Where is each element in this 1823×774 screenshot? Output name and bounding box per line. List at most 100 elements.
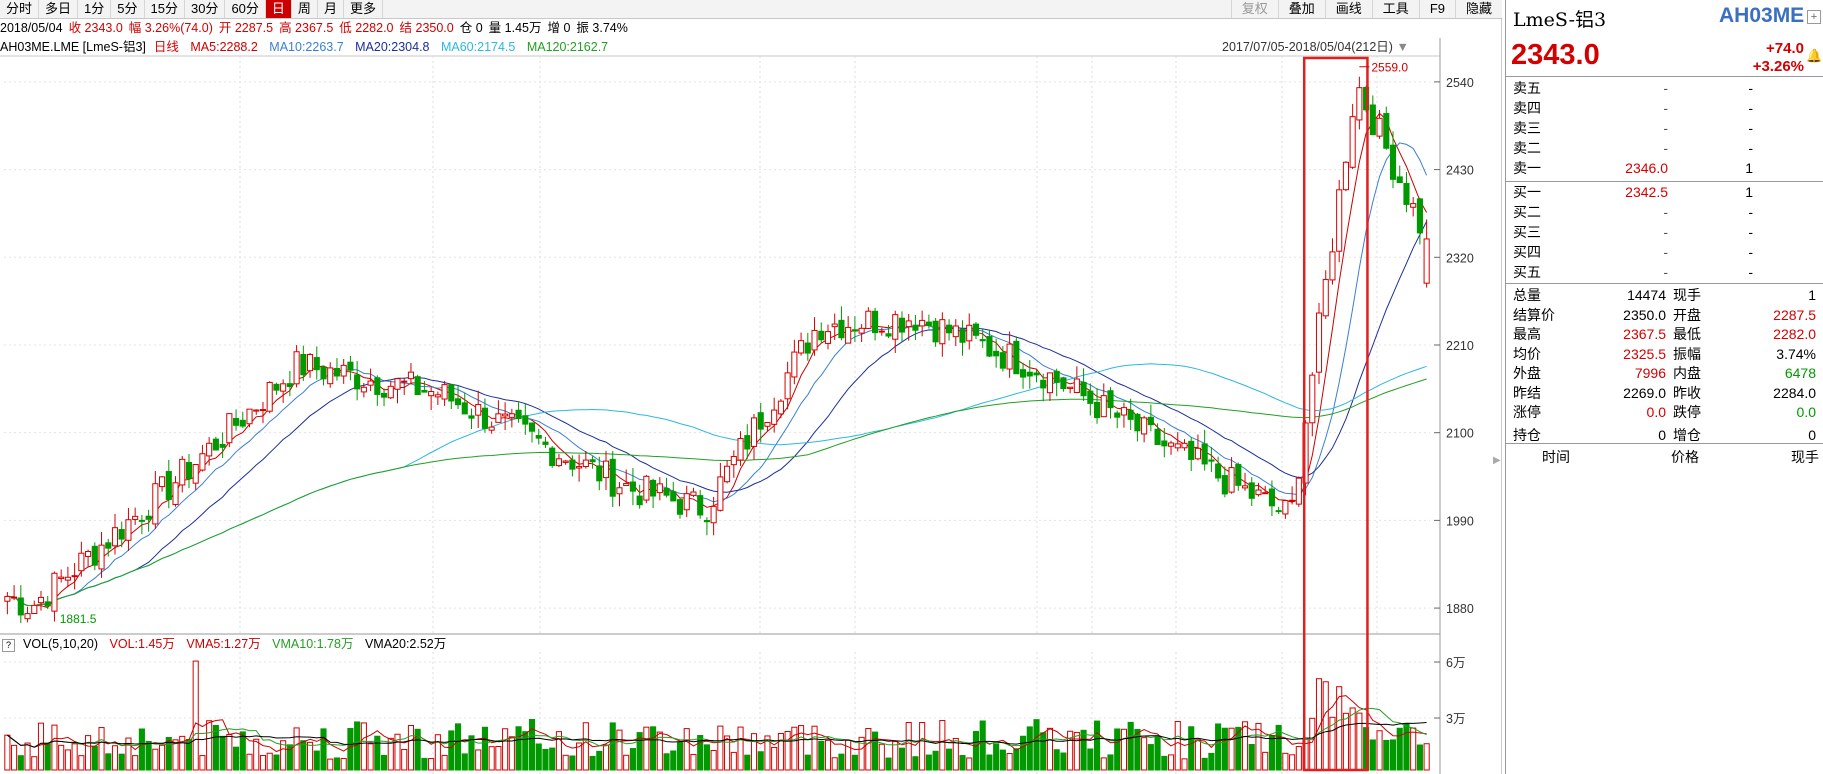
volume-bar — [764, 735, 771, 771]
dropdown-triangle-icon[interactable]: ▼ — [1396, 40, 1409, 54]
volume-bar — [64, 749, 71, 771]
toolbar-button-3[interactable]: 工具 — [1371, 0, 1419, 18]
candle-body — [259, 409, 267, 412]
toolbar-button-4[interactable]: F9 — [1418, 0, 1455, 18]
volume-ma-lines — [7, 695, 1427, 753]
bids-row: 买四 - - — [1506, 242, 1823, 262]
volume-bar — [1174, 721, 1181, 771]
candle-body — [468, 415, 475, 419]
toolbar-button-5[interactable]: 隐藏 — [1454, 0, 1502, 18]
candle-body — [1208, 459, 1215, 462]
period-tab-6[interactable]: 60分 — [225, 0, 266, 18]
add-watchlist-icon[interactable]: + — [1807, 10, 1821, 24]
volume-bar — [226, 734, 233, 771]
stats-row: 涨停 0.0 跌停 0.0 — [1506, 403, 1823, 422]
volume-bar — [367, 743, 374, 771]
asks-price: - — [1663, 80, 1668, 96]
candle-body — [1073, 378, 1080, 394]
ma10-line — [7, 142, 1428, 606]
volume-bar — [401, 749, 408, 771]
candle-body — [683, 493, 690, 511]
candle-body — [986, 336, 993, 357]
candle-body — [542, 441, 549, 445]
bar-info: 2018/05/04 收 2343.0 幅 3.26%(74.0) 开 2287… — [0, 19, 1502, 37]
period-tab-4[interactable]: 15分 — [145, 0, 185, 18]
volume-bar — [380, 754, 388, 771]
volume-bar — [172, 739, 179, 771]
candle-body — [172, 482, 179, 505]
period-tab-8[interactable]: 周 — [292, 0, 318, 18]
min-price-label: 1881.5 — [60, 612, 97, 626]
toolbar-button-2[interactable]: 画线 — [1324, 0, 1372, 18]
period-tab-5[interactable]: 30分 — [185, 0, 226, 18]
volume-bar — [629, 748, 636, 771]
volume-bar — [1241, 721, 1249, 771]
period-tab-10[interactable]: 更多 — [344, 0, 383, 18]
price-change: +74.0 — [1766, 40, 1804, 57]
candle-body — [555, 458, 562, 467]
candlestick-chart[interactable]: 2540 2430 2320 2210 2100 1990 1880 6万 3万 2559.0 1… — [0, 0, 1502, 774]
candle-body — [528, 422, 536, 432]
volume-bar — [165, 737, 172, 771]
volume-bar — [824, 739, 832, 771]
candle-body — [771, 409, 778, 425]
candle-body — [737, 438, 744, 461]
volume-bar — [1120, 728, 1128, 771]
stat-value: 0.0 — [1646, 404, 1666, 420]
candle-body — [952, 325, 959, 338]
collapse-panel-arrow-icon[interactable]: ▶ — [1493, 455, 1501, 466]
volume-bar — [1309, 717, 1316, 771]
vma20-line — [7, 722, 1427, 748]
period-tab-1[interactable]: 多日 — [39, 0, 79, 18]
period-tab-2[interactable]: 1分 — [78, 0, 112, 18]
stat-value: 2282.0 — [1773, 326, 1816, 342]
info-close: 收 2343.0 — [68, 21, 123, 35]
toolbar-button-1[interactable]: 叠加 — [1277, 0, 1325, 18]
volume-bar — [1275, 724, 1282, 771]
price-tick-label: 2320 — [1446, 251, 1474, 265]
volume-bar — [1221, 727, 1228, 771]
volume-bar — [85, 735, 92, 771]
volume-bar — [932, 750, 939, 771]
help-icon[interactable]: ? — [2, 639, 15, 652]
candle-body — [1100, 395, 1107, 418]
candle-body — [898, 317, 906, 333]
volume-bar — [387, 737, 394, 771]
volume-bar — [737, 726, 744, 771]
date-range-selector[interactable]: 2017/07/05-2018/05/04(212日) ▼ — [1222, 39, 1409, 56]
candle-body — [670, 491, 677, 502]
volume-bar — [697, 735, 704, 771]
volume-bar — [596, 750, 603, 771]
volume-bar — [1289, 754, 1296, 771]
candle-body — [643, 475, 650, 501]
volume-bar — [1181, 758, 1188, 771]
period-label: 日线 — [153, 40, 179, 54]
ma20-legend: MA20:2304.8 — [355, 40, 430, 54]
candle-body — [589, 459, 596, 463]
period-tab-0[interactable]: 分时 — [0, 0, 40, 18]
candle-body — [1019, 369, 1027, 378]
candle-body — [1389, 144, 1397, 180]
volume-bar — [959, 755, 966, 771]
period-tab-3[interactable]: 5分 — [111, 0, 145, 18]
vol-value: VOL:1.45万 — [109, 637, 175, 651]
stat-value: 0 — [1658, 426, 1666, 443]
volume-bar — [1255, 722, 1262, 771]
period-tab-7[interactable]: 日 — [265, 0, 292, 18]
toolbar-button-0[interactable]: 复权 — [1230, 0, 1278, 18]
volume-bar — [145, 740, 152, 771]
candle-body — [596, 465, 603, 482]
volume-bar — [78, 755, 85, 771]
period-tab-9[interactable]: 月 — [318, 0, 344, 18]
asks-label: 卖五 — [1513, 80, 1541, 96]
quote-panel: LmeS-铝3 AH03ME + 2343.0 +74.0 +3.26% 🔔 卖… — [1505, 0, 1823, 774]
stats-row: 外盘 7996 内盘 6478 — [1506, 364, 1823, 383]
volume-bar — [804, 754, 811, 771]
volume-bar — [750, 733, 758, 771]
alert-bell-icon[interactable]: 🔔 — [1806, 48, 1823, 63]
volume-bar — [488, 746, 495, 771]
volume-bar — [549, 747, 556, 771]
candle-body — [1181, 442, 1188, 449]
ma10-legend: MA10:2263.7 — [269, 40, 344, 54]
asks-price: - — [1663, 140, 1668, 156]
